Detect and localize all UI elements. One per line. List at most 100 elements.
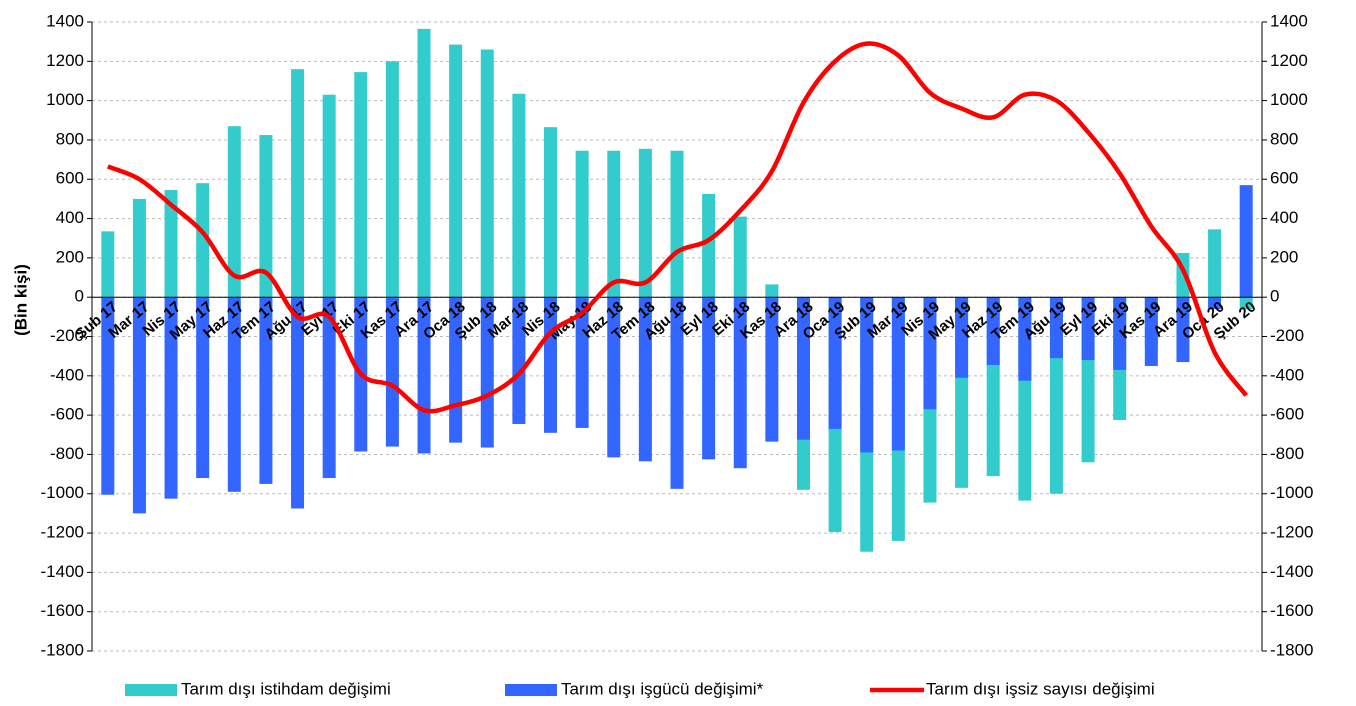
bar	[449, 44, 463, 298]
y2-tick-label: 1400	[1270, 11, 1308, 30]
legend-swatch	[125, 684, 177, 696]
bar	[733, 297, 747, 469]
bar	[385, 297, 399, 447]
y-axis-label: (Bin kişi)	[11, 264, 30, 336]
y2-tick-label: -1400	[1270, 562, 1313, 581]
bar	[638, 297, 652, 462]
bar	[322, 94, 336, 298]
bar	[417, 297, 431, 454]
bar	[575, 150, 589, 298]
y2-tick-label: -1600	[1270, 601, 1313, 620]
bar	[1018, 297, 1032, 381]
bar	[702, 297, 716, 460]
bar	[1144, 297, 1158, 366]
bar	[291, 297, 305, 509]
bar	[227, 126, 241, 298]
y2-tick-label: -1200	[1270, 523, 1313, 542]
legend-swatch	[505, 684, 557, 696]
bar	[828, 297, 842, 429]
bar	[196, 183, 210, 298]
y-tick-label: 1000	[46, 90, 84, 109]
bar	[955, 297, 969, 378]
y-tick-label: 800	[56, 129, 84, 148]
bar	[101, 297, 115, 495]
bar	[354, 72, 368, 298]
bar	[1113, 297, 1127, 370]
bar	[860, 297, 874, 453]
bar	[385, 61, 399, 298]
y2-tick-label: -600	[1270, 405, 1304, 424]
bar	[891, 297, 905, 451]
bar	[132, 198, 146, 298]
bar	[765, 297, 779, 442]
legend-label: Tarım dışı istihdam değişimi	[181, 679, 391, 698]
bar	[638, 148, 652, 298]
y2-tick-label: 800	[1270, 129, 1298, 148]
y2-tick-label: -800	[1270, 444, 1304, 463]
y2-tick-label: 1200	[1270, 51, 1308, 70]
y-tick-label: 600	[56, 169, 84, 188]
y2-tick-label: -200	[1270, 326, 1304, 345]
bar	[512, 297, 526, 424]
bar	[607, 150, 621, 298]
bar	[765, 284, 779, 298]
bar	[1208, 229, 1222, 298]
bar	[322, 297, 336, 479]
bar	[670, 297, 684, 489]
bar	[259, 135, 273, 298]
line	[106, 41, 1249, 414]
bar	[164, 297, 178, 499]
bar	[1239, 185, 1253, 298]
bar	[575, 297, 589, 428]
bar	[670, 150, 684, 298]
bar	[1176, 297, 1190, 363]
y-tick-label: -600	[50, 405, 84, 424]
y-tick-label: 1400	[46, 11, 84, 30]
y-tick-label: -1200	[41, 523, 84, 542]
bar	[291, 69, 305, 298]
y2-tick-label: 600	[1270, 169, 1298, 188]
bar	[480, 297, 494, 448]
y2-tick-label: -1800	[1270, 640, 1313, 659]
bar	[480, 49, 494, 298]
bar	[164, 190, 178, 298]
bar	[259, 297, 273, 484]
y-tick-label: -1400	[41, 562, 84, 581]
y-tick-label: 1200	[46, 51, 84, 70]
bar	[1208, 297, 1222, 309]
y-tick-label: 200	[56, 247, 84, 266]
y2-tick-label: -1000	[1270, 483, 1313, 502]
y-tick-label: 400	[56, 208, 84, 227]
y-tick-label: 0	[75, 287, 84, 306]
y2-tick-label: 0	[1270, 287, 1279, 306]
y2-tick-label: -400	[1270, 365, 1304, 384]
bar	[1081, 297, 1095, 361]
bar	[1049, 297, 1063, 359]
y-tick-label: -800	[50, 444, 84, 463]
y2-tick-label: 400	[1270, 208, 1298, 227]
bar	[1239, 297, 1253, 309]
bar	[702, 193, 716, 298]
bar	[132, 297, 146, 514]
bar	[512, 93, 526, 298]
legend-label: Tarım dışı işgücü değişimi*	[561, 679, 764, 698]
bar	[607, 297, 621, 458]
y-tick-label: -1600	[41, 601, 84, 620]
bar	[417, 28, 431, 298]
bar	[923, 297, 937, 410]
y-tick-label: -1000	[41, 483, 84, 502]
bar	[101, 231, 115, 298]
legend-label: Tarım dışı işsiz sayısı değişimi	[926, 679, 1155, 698]
bar	[227, 297, 241, 492]
bar	[733, 216, 747, 298]
y-tick-label: -1800	[41, 640, 84, 659]
bar	[986, 297, 1000, 366]
y2-tick-label: 200	[1270, 247, 1298, 266]
y2-tick-label: 1000	[1270, 90, 1308, 109]
y-tick-label: -400	[50, 365, 84, 384]
bar	[196, 297, 210, 479]
y-tick-label: -200	[50, 326, 84, 345]
bar	[796, 297, 810, 440]
bar	[544, 127, 558, 298]
